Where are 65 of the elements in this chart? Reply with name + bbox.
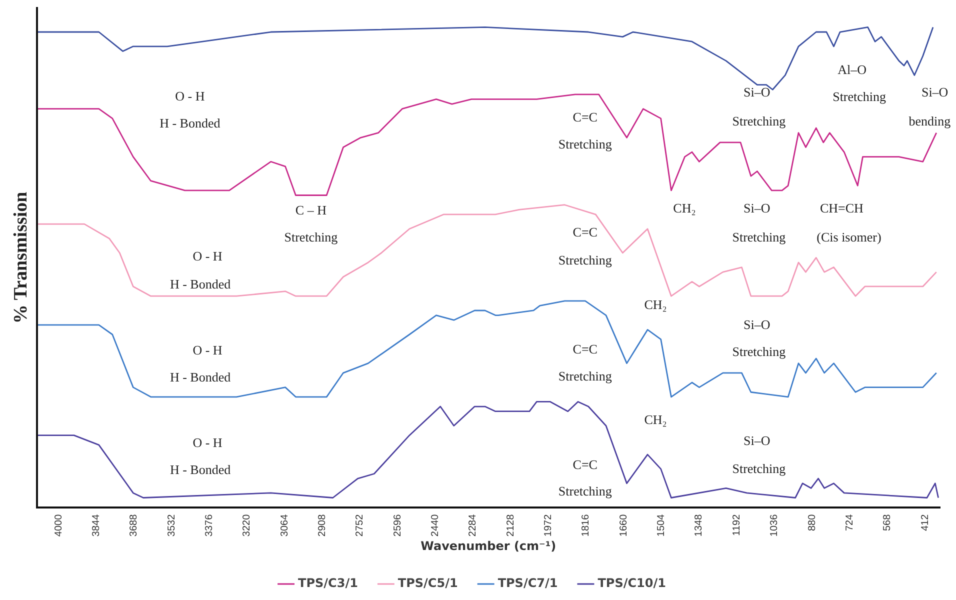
legend-label: TPS/C10/1: [598, 576, 666, 590]
x-tick-label: 880: [806, 514, 818, 532]
annotation: H - Bonded: [170, 276, 232, 292]
annotation: H - Bonded: [170, 369, 232, 384]
x-tick-label: 1816: [580, 514, 592, 537]
annotation: Stretching: [558, 136, 612, 152]
y-axis-title: % Transmission: [10, 191, 32, 324]
annotation: C=C: [572, 341, 598, 356]
annotation: CH₂: [644, 412, 667, 427]
x-tick-label: 3376: [204, 514, 215, 537]
annotation: Stretching: [732, 113, 786, 128]
annotation: Si–O: [744, 200, 770, 216]
annotation: Si–O: [744, 433, 770, 448]
annotation: C – H: [295, 202, 326, 218]
x-tick-label: 1504: [656, 514, 668, 537]
legend-label: TPS/C5/1: [398, 576, 458, 590]
x-tick-label: 724: [844, 514, 856, 532]
annotation: O - H: [175, 88, 205, 104]
legend-label: TPS/C7/1: [498, 576, 558, 590]
x-tick-label: 1348: [694, 514, 705, 537]
annotation: Stretching: [732, 461, 786, 476]
x-tick-label: 3844: [90, 514, 102, 537]
annotation: O - H: [192, 248, 222, 264]
annotation: Stretching: [284, 229, 338, 244]
x-tick-label: 1660: [618, 514, 630, 537]
annotation: bending: [908, 113, 952, 128]
x-tick-label: 568: [882, 514, 894, 532]
annotation: C=C: [572, 110, 598, 125]
annotation: CH=CH: [820, 200, 864, 216]
annotation: Stretching: [558, 483, 612, 498]
x-tick-label: 3064: [279, 514, 290, 537]
annotation: O - H: [192, 342, 222, 358]
annotation: H - Bonded: [170, 462, 232, 478]
annotation: Stretching: [558, 368, 612, 384]
annotation: (Cis isomer): [816, 229, 882, 244]
x-tick-label: 2128: [505, 514, 516, 537]
annotation: Stretching: [732, 344, 786, 360]
annotation: Stretching: [732, 229, 786, 244]
x-tick-label: 2752: [354, 514, 366, 537]
x-tick-label: 4000: [53, 514, 64, 537]
x-tick-label: 2284: [468, 514, 479, 537]
legend-label: TPS/C3/1: [298, 576, 358, 590]
x-tick-label: 3688: [128, 514, 140, 537]
annotation: Si–O: [744, 84, 770, 100]
annotation: Al–O: [838, 62, 867, 78]
x-tick-label: 1972: [543, 514, 554, 537]
annotation: Stretching: [558, 252, 612, 268]
annotation: Si–O: [921, 84, 948, 100]
annotation: H - Bonded: [160, 115, 221, 130]
x-tick-label: 412: [920, 514, 931, 532]
x-tick-label: 1036: [769, 514, 780, 537]
annotation: C=C: [572, 457, 598, 472]
x-tick-label: 3220: [242, 514, 253, 537]
annotation: CH₂: [673, 200, 696, 216]
x-tick-label: 3532: [166, 514, 178, 537]
annotation: Si–O: [744, 317, 770, 332]
x-tick-label: 1192: [731, 514, 742, 536]
annotation: CH₂: [644, 296, 667, 312]
annotation: Stretching: [832, 89, 887, 104]
annotation: O - H: [192, 435, 222, 450]
x-tick-label: 2596: [392, 514, 404, 537]
x-axis-title: Wavenumber (cm⁻¹): [420, 538, 556, 553]
x-tick-label: 2440: [430, 514, 442, 537]
annotation: C=C: [572, 224, 598, 240]
x-tick-label: 2908: [317, 514, 328, 537]
